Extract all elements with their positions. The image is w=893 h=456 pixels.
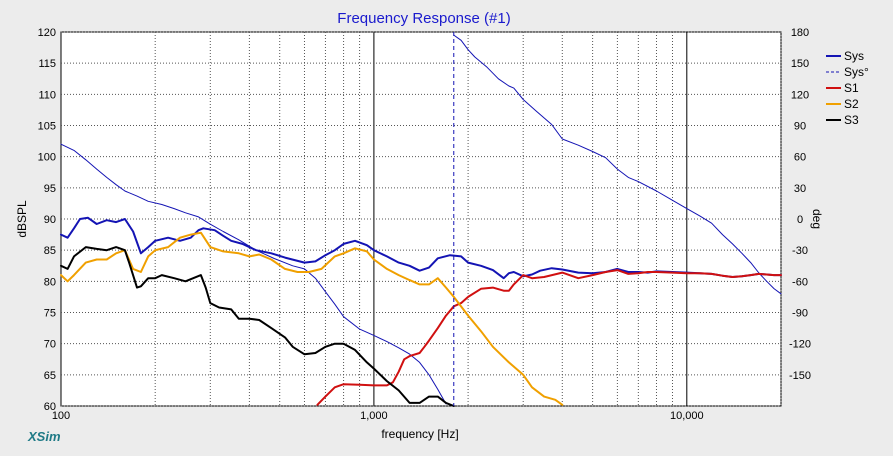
series-line-Sys° — [60, 143, 447, 405]
y2-tick-label: -150 — [789, 370, 811, 382]
y-tick-label: 90 — [44, 214, 56, 226]
y2-tick-label: -90 — [792, 308, 808, 320]
y2-tick-label: 90 — [794, 121, 806, 133]
y2-tick-label: -120 — [789, 339, 811, 351]
legend-label: S1 — [844, 81, 859, 95]
y2-tick-label: 30 — [794, 183, 806, 195]
legend-label: S3 — [844, 113, 859, 127]
y-tick-label: 60 — [44, 401, 56, 413]
grid — [60, 31, 782, 407]
y2-tick-label: -30 — [792, 245, 808, 257]
y-tick-label: 75 — [44, 308, 56, 320]
chart-title: Frequency Response (#1) — [337, 10, 510, 27]
x-tick-label: 100 — [52, 410, 70, 422]
y2-tick-label: 60 — [794, 152, 806, 164]
y2-tick-label: 0 — [797, 214, 803, 226]
y2-axis-label: deg — [810, 209, 824, 229]
series-line-S2 — [60, 231, 564, 406]
xsim-brand: XSim — [27, 429, 61, 444]
y2-tick-label: 120 — [791, 89, 809, 101]
legend-label: Sys — [844, 49, 864, 63]
y-tick-label: 105 — [38, 121, 56, 133]
series-line-S3 — [60, 246, 455, 407]
legend-label: S2 — [844, 97, 859, 111]
x-tick-label: 1,000 — [360, 410, 388, 422]
y-tick-label: 100 — [38, 152, 56, 164]
axes: 100 1,000 10,000 120 115 110 105 100 95 90 85 80 75 7… — [38, 27, 811, 422]
y2-tick-label: 180 — [791, 27, 809, 39]
y-tick-label: 85 — [44, 245, 56, 257]
legend: Sys Sys° S1 S2 S3 — [826, 49, 869, 127]
y-tick-label: 65 — [44, 370, 56, 382]
y-tick-label: 120 — [38, 27, 56, 39]
y2-tick-label: 150 — [791, 58, 809, 70]
series-lines — [60, 34, 782, 407]
series-line-Sys° — [453, 34, 782, 295]
y-tick-label: 70 — [44, 339, 56, 351]
y-tick-label: 110 — [38, 89, 56, 101]
y-tick-label: 115 — [38, 58, 56, 70]
x-axis-label: frequency [Hz] — [381, 427, 458, 441]
y-axis-label: dBSPL — [15, 200, 29, 238]
y-tick-label: 80 — [44, 276, 56, 288]
legend-label: Sys° — [844, 65, 869, 79]
y2-tick-label: -60 — [792, 276, 808, 288]
x-tick-label: 10,000 — [670, 410, 704, 422]
series-line-S1 — [316, 269, 782, 406]
y-tick-label: 95 — [44, 183, 56, 195]
